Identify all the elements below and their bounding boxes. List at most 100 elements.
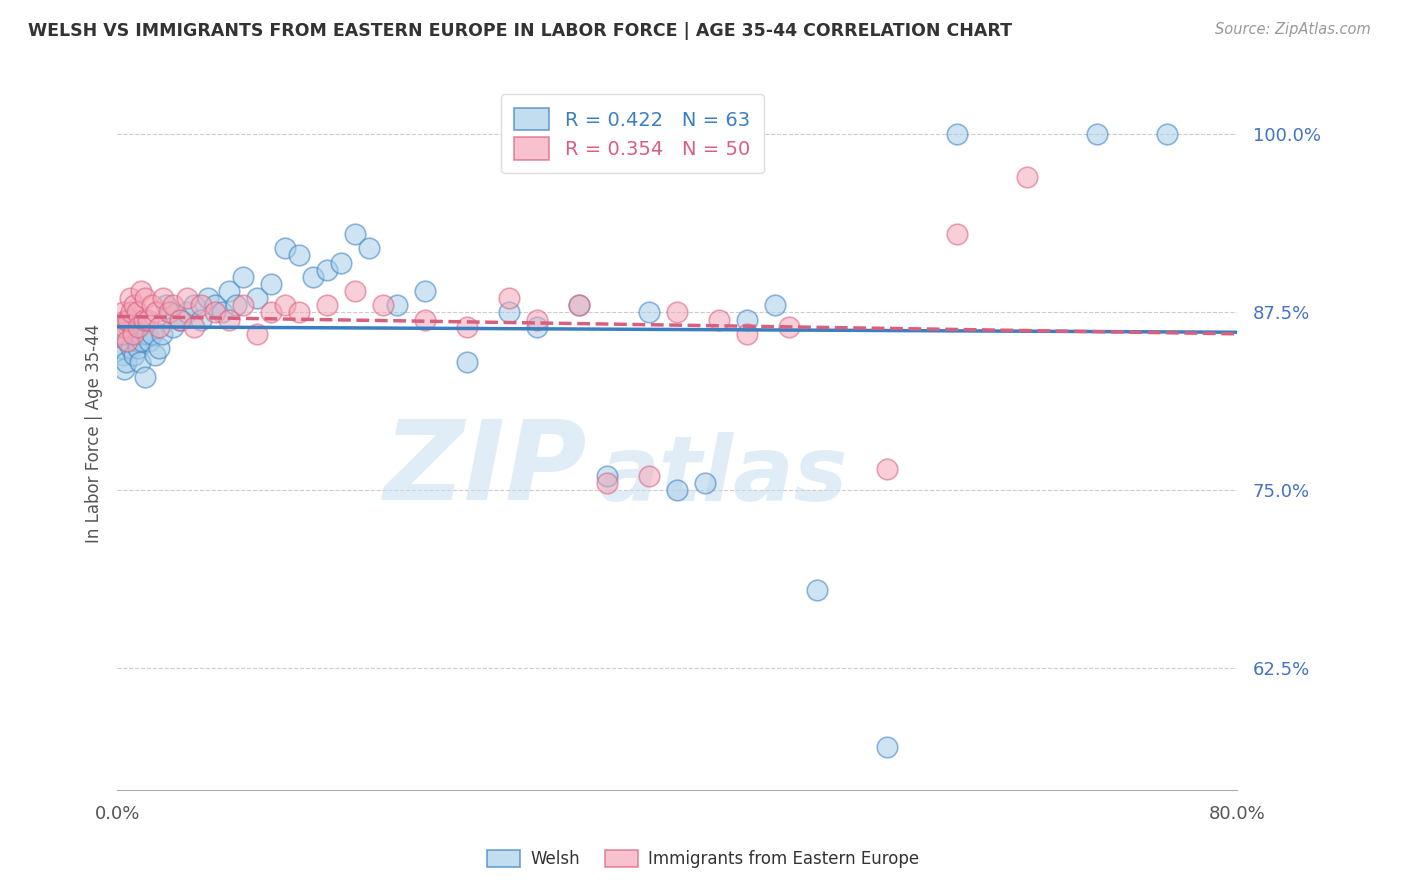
Point [141, 326, 163, 341]
Point [288, 305, 311, 319]
Point [344, 227, 367, 241]
Point [162, 319, 184, 334]
Point [806, 583, 828, 598]
Point [359, 241, 381, 255]
Point [946, 128, 969, 142]
Point [134, 291, 156, 305]
Text: ZIP: ZIP [384, 416, 588, 523]
Point [288, 248, 311, 262]
Point [152, 291, 174, 305]
Point [413, 284, 436, 298]
Point [121, 319, 143, 334]
Point [778, 319, 800, 334]
Point [176, 291, 198, 305]
Point [596, 469, 619, 483]
Point [131, 334, 153, 348]
Point [232, 269, 254, 284]
Point [129, 284, 152, 298]
Point [155, 298, 177, 312]
Point [204, 305, 226, 319]
Point [176, 305, 198, 319]
Point [707, 312, 730, 326]
Point [110, 341, 132, 355]
Point [145, 305, 167, 319]
Point [112, 326, 135, 341]
Point [316, 262, 339, 277]
Point [148, 319, 170, 334]
Point [225, 298, 247, 312]
Legend: R = 0.422   N = 63, R = 0.354   N = 50: R = 0.422 N = 63, R = 0.354 N = 50 [501, 95, 763, 173]
Point [735, 326, 758, 341]
Point [183, 319, 205, 334]
Point [125, 334, 148, 348]
Point [693, 476, 716, 491]
Point [735, 312, 758, 326]
Point [169, 312, 191, 326]
Legend: Welsh, Immigrants from Eastern Europe: Welsh, Immigrants from Eastern Europe [479, 843, 927, 875]
Point [134, 369, 156, 384]
Point [162, 298, 184, 312]
Point [115, 334, 138, 348]
Point [568, 298, 591, 312]
Point [122, 348, 145, 362]
Point [120, 305, 142, 319]
Point [638, 305, 661, 319]
Point [118, 291, 141, 305]
Point [111, 348, 134, 362]
Point [344, 284, 367, 298]
Point [371, 298, 394, 312]
Point [260, 305, 283, 319]
Point [120, 341, 142, 355]
Point [456, 355, 478, 369]
Point [112, 362, 135, 376]
Point [141, 298, 163, 312]
Point [638, 469, 661, 483]
Point [413, 312, 436, 326]
Point [157, 305, 180, 319]
Point [1085, 128, 1108, 142]
Point [112, 319, 135, 334]
Point [498, 305, 520, 319]
Point [114, 355, 136, 369]
Text: Source: ZipAtlas.com: Source: ZipAtlas.com [1215, 22, 1371, 37]
Point [197, 291, 219, 305]
Point [143, 348, 166, 362]
Point [135, 326, 157, 341]
Text: WELSH VS IMMIGRANTS FROM EASTERN EUROPE IN LABOR FORCE | AGE 35-44 CORRELATION C: WELSH VS IMMIGRANTS FROM EASTERN EUROPE … [28, 22, 1012, 40]
Point [274, 298, 297, 312]
Point [498, 291, 520, 305]
Point [260, 277, 283, 291]
Point [665, 305, 688, 319]
Point [665, 483, 688, 498]
Point [110, 326, 132, 341]
Point [526, 319, 548, 334]
Point [385, 298, 408, 312]
Point [302, 269, 325, 284]
Point [876, 462, 898, 476]
Point [316, 298, 339, 312]
Text: atlas: atlas [599, 433, 848, 520]
Point [148, 341, 170, 355]
Point [127, 319, 149, 334]
Point [118, 312, 141, 326]
Point [763, 298, 786, 312]
Point [129, 326, 152, 341]
Point [211, 305, 233, 319]
Point [190, 312, 212, 326]
Point [124, 312, 146, 326]
Point [232, 298, 254, 312]
Point [127, 341, 149, 355]
Point [218, 284, 240, 298]
Point [121, 326, 143, 341]
Point [1156, 128, 1178, 142]
Point [114, 312, 136, 326]
Point [876, 739, 898, 754]
Point [568, 298, 591, 312]
Point [169, 312, 191, 326]
Point [125, 305, 148, 319]
Point [204, 298, 226, 312]
Point [246, 291, 269, 305]
Point [946, 227, 969, 241]
Point [117, 312, 139, 326]
Point [136, 312, 159, 326]
